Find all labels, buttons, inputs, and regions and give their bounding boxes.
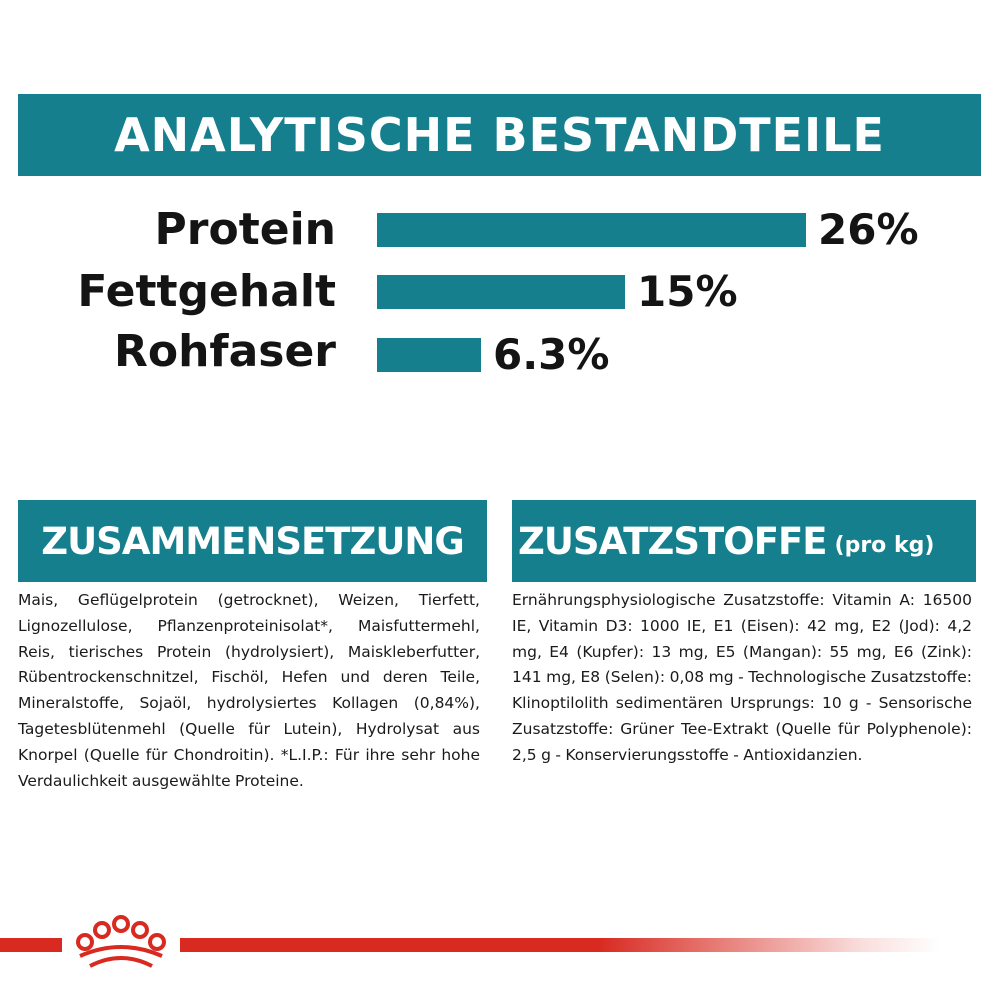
footer-line-left bbox=[0, 938, 62, 952]
nutrient-value-fettgehalt: 15% bbox=[637, 267, 738, 316]
nutrient-bar-rohfaser bbox=[377, 338, 481, 372]
nutrient-value-protein: 26% bbox=[818, 205, 919, 254]
nutrient-label-protein: Protein bbox=[154, 204, 336, 255]
composition-heading-text: ZUSAMMENSETZUNG bbox=[41, 519, 464, 563]
nutrient-bar-fettgehalt bbox=[377, 275, 625, 309]
nutrient-value-rohfaser: 6.3% bbox=[493, 330, 610, 379]
additives-heading-text: ZUSATZSTOFFE bbox=[518, 519, 828, 563]
additives-heading-suffix: (pro kg) bbox=[834, 532, 935, 558]
footer-line-right bbox=[180, 938, 940, 952]
composition-text: Mais, Geflügelprotein (getrocknet), Weiz… bbox=[18, 591, 480, 790]
page-title: ANALYTISCHE BESTANDTEILE bbox=[114, 108, 885, 162]
nutrient-label-fettgehalt: Fettgehalt bbox=[77, 266, 336, 317]
additives-text: Ernährungsphysiologische Zusatzstoffe: V… bbox=[512, 591, 972, 764]
additives-heading: ZUSATZSTOFFE (pro kg) bbox=[512, 500, 976, 582]
crown-icon bbox=[76, 915, 166, 968]
nutrient-label-rohfaser: Rohfaser bbox=[114, 326, 336, 377]
nutrient-bar-protein bbox=[377, 213, 806, 247]
header-banner bbox=[18, 94, 981, 176]
composition-heading: ZUSAMMENSETZUNG bbox=[18, 500, 487, 582]
